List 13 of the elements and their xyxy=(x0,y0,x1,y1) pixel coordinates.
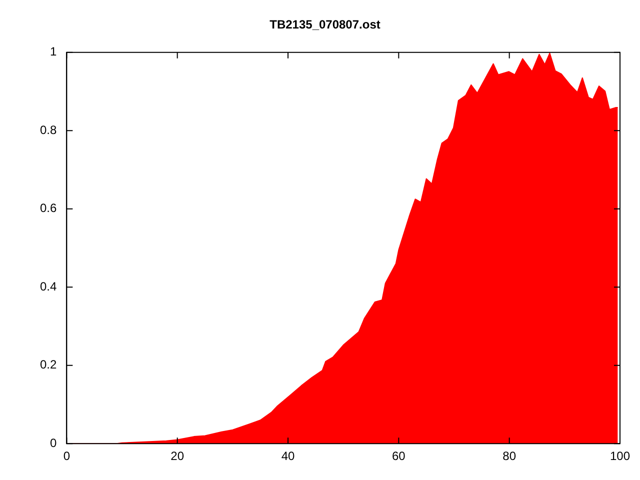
y-tick-label: 0.2 xyxy=(40,358,57,372)
y-tick-label: 0.6 xyxy=(40,201,57,216)
x-tick-label: 0 xyxy=(63,449,70,464)
x-tick-label: 100 xyxy=(610,449,630,464)
y-tick-label: 1 xyxy=(50,44,57,59)
y-tick-label: 0.4 xyxy=(40,279,57,294)
y-tick-label: 0.8 xyxy=(40,122,57,137)
x-tick-label: 60 xyxy=(392,449,406,464)
x-tick-label: 20 xyxy=(170,449,184,464)
x-tick-label: 80 xyxy=(502,449,516,464)
chart-title: TB2135_070807.ost xyxy=(270,18,380,32)
y-tick-label: 0 xyxy=(50,436,57,450)
x-tick-label: 40 xyxy=(281,449,296,464)
